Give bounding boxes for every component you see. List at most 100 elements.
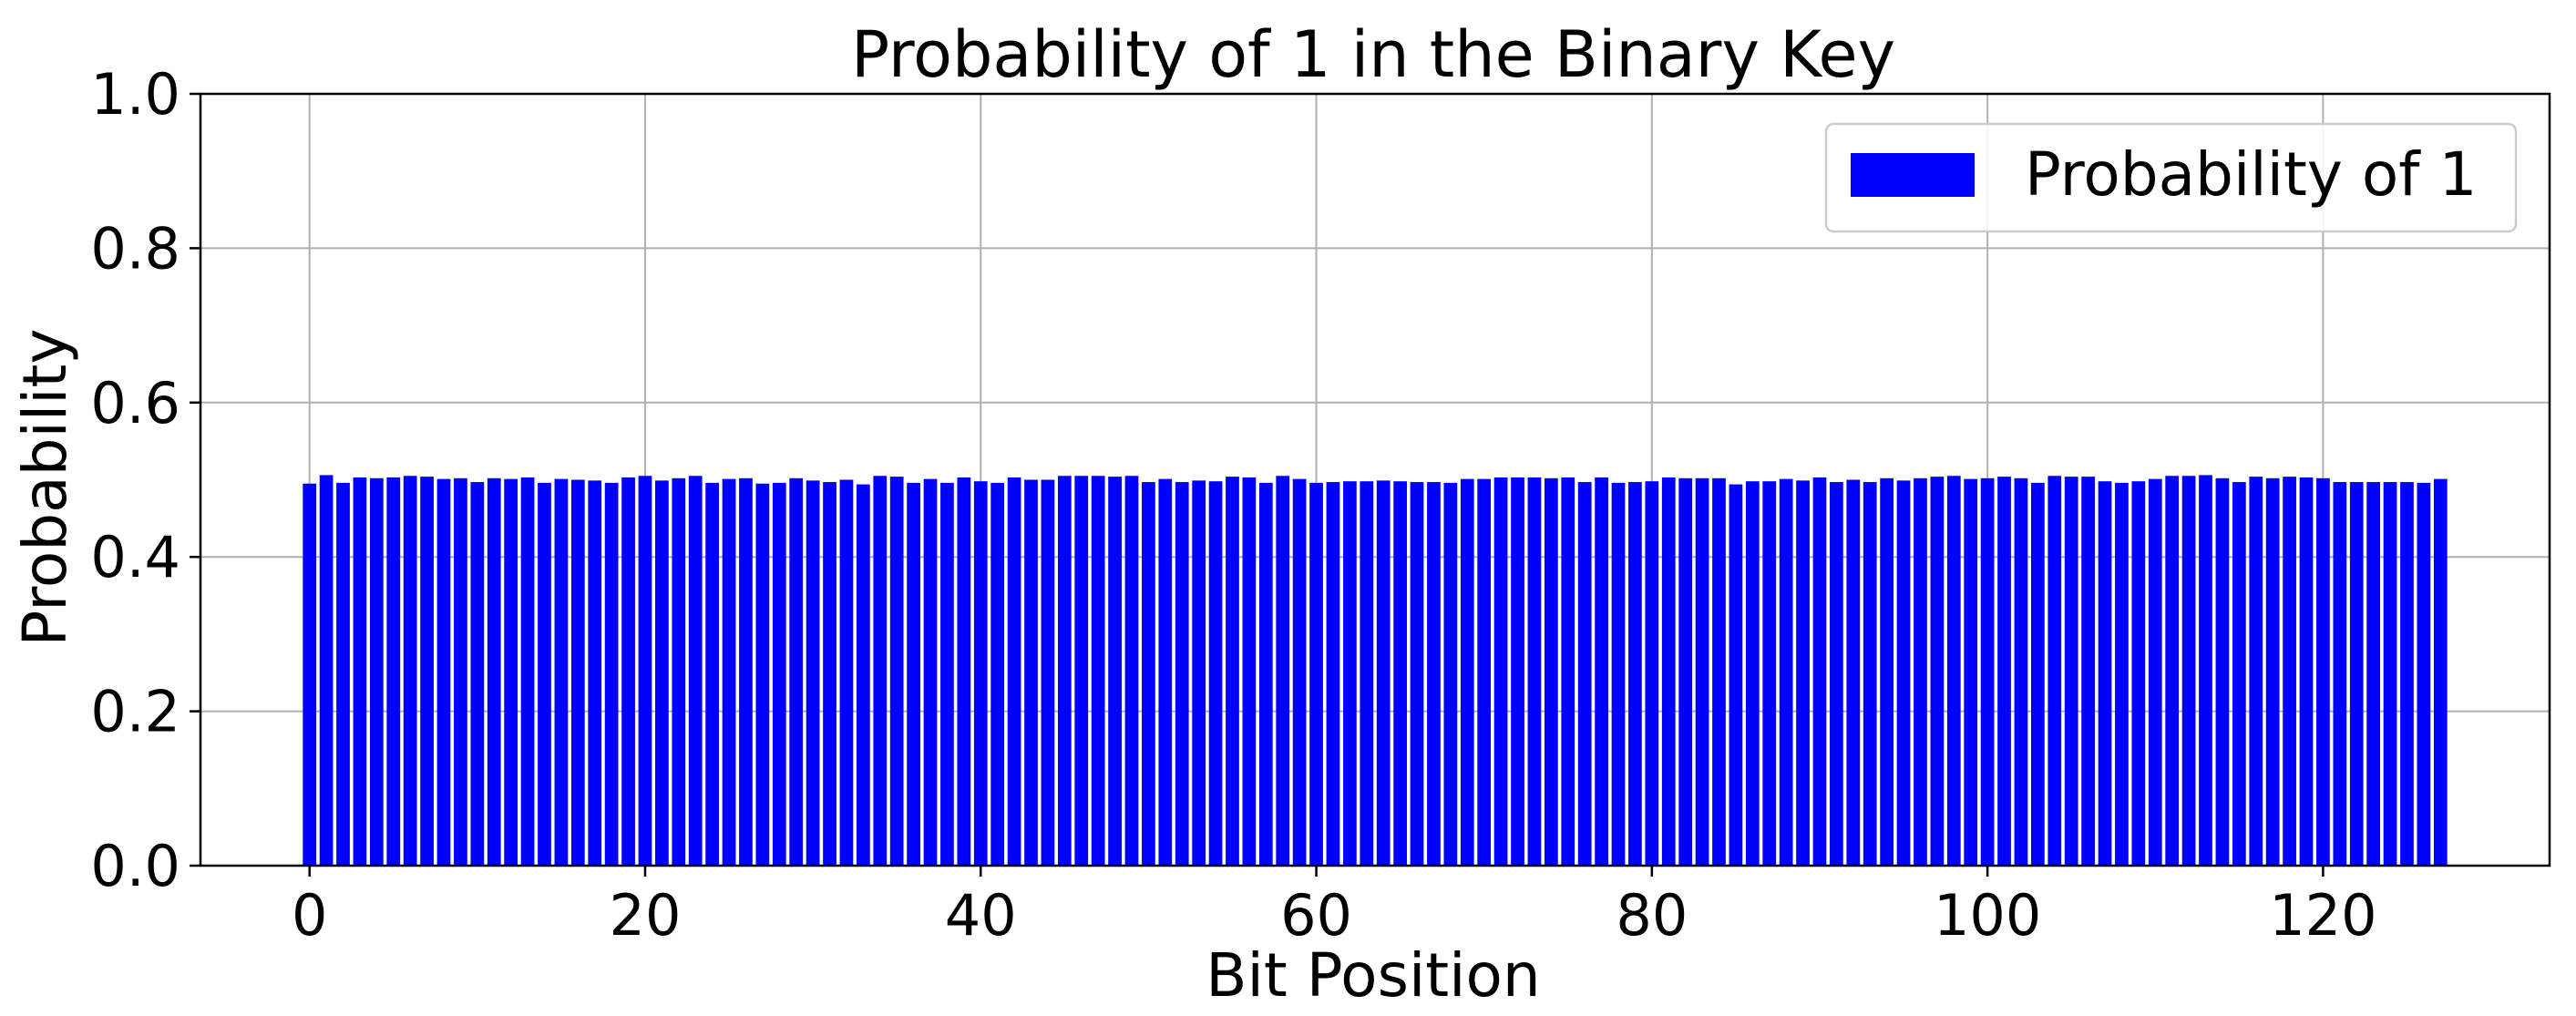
bar xyxy=(403,476,417,866)
x-axis-title: Bit Position xyxy=(1206,940,1540,1011)
bar xyxy=(1745,481,1760,866)
bar xyxy=(1074,476,1089,866)
legend-box xyxy=(1824,122,2518,233)
legend-swatch xyxy=(1851,153,1975,197)
bar xyxy=(520,477,535,866)
bar xyxy=(538,482,551,866)
bar xyxy=(2115,482,2129,866)
bar xyxy=(2199,475,2212,866)
bar xyxy=(1946,476,1961,866)
bar xyxy=(2433,478,2448,866)
bar xyxy=(2349,482,2364,866)
bar xyxy=(823,482,836,866)
y-tick-label: 0.4 xyxy=(90,524,180,590)
bar xyxy=(1914,477,1927,866)
bar xyxy=(739,477,753,866)
bar xyxy=(1544,477,1558,866)
bar xyxy=(1007,477,1021,866)
bar xyxy=(1511,477,1524,866)
bar xyxy=(889,477,904,866)
bar xyxy=(1779,478,1793,866)
bar xyxy=(789,477,804,866)
bar xyxy=(1057,476,1072,866)
bar xyxy=(2400,482,2414,866)
bar xyxy=(454,477,467,866)
bar xyxy=(2215,477,2230,866)
bar xyxy=(1812,477,1827,866)
x-tick-label: 60 xyxy=(1280,882,1352,949)
bar xyxy=(2064,477,2078,866)
bar xyxy=(2181,476,2196,866)
bar xyxy=(1258,482,1273,866)
y-tick-label: 1.0 xyxy=(90,61,180,128)
bar xyxy=(2283,477,2296,866)
bar xyxy=(957,477,971,866)
bar xyxy=(621,477,635,866)
bar xyxy=(1343,481,1357,866)
bar xyxy=(873,476,888,866)
bar xyxy=(470,482,485,866)
bar xyxy=(772,482,786,866)
bar xyxy=(1192,480,1206,866)
bar xyxy=(907,482,920,866)
bar xyxy=(2265,477,2280,866)
bar xyxy=(1930,477,1945,866)
bar xyxy=(336,482,350,866)
bar xyxy=(1376,480,1391,866)
bar xyxy=(1427,482,1441,866)
y-axis-ticks: 0.0 0.2 0.4 0.6 0.8 1.0 xyxy=(90,61,200,899)
bar xyxy=(990,482,1005,866)
y-tick-label: 0.0 xyxy=(90,833,180,899)
bar xyxy=(1226,477,1239,866)
bar xyxy=(2417,482,2431,866)
bar xyxy=(2030,482,2045,866)
bar xyxy=(604,482,619,866)
chart-title: Probability of 1 in the Binary Key xyxy=(851,17,1895,92)
bar xyxy=(1041,479,1055,866)
x-tick-label: 20 xyxy=(610,882,682,949)
bar xyxy=(1611,482,1626,866)
bar xyxy=(1595,477,1608,866)
bar xyxy=(1410,482,1424,866)
bar xyxy=(1276,476,1290,866)
bar xyxy=(1997,477,2011,866)
bar xyxy=(1360,481,1374,866)
bar xyxy=(504,478,518,866)
y-axis-title: Probability xyxy=(10,329,80,647)
bar xyxy=(2098,481,2112,866)
bar xyxy=(806,480,820,866)
bar xyxy=(2383,482,2397,866)
bar xyxy=(1762,481,1777,866)
bar xyxy=(436,478,451,866)
bar xyxy=(1326,482,1340,866)
bar xyxy=(940,482,954,866)
bar xyxy=(1980,477,1995,866)
bar xyxy=(1863,482,1877,866)
bar xyxy=(1477,478,1492,866)
bar xyxy=(570,479,585,866)
bar-series xyxy=(303,475,2448,866)
bar xyxy=(755,483,770,866)
bar xyxy=(487,477,501,866)
bar xyxy=(2131,481,2146,866)
bar xyxy=(1024,479,1038,866)
bar xyxy=(2333,482,2347,866)
bar xyxy=(1175,482,1189,866)
bar xyxy=(2148,478,2162,866)
bar xyxy=(303,483,317,866)
bar xyxy=(2047,476,2062,866)
bar xyxy=(1846,479,1861,866)
x-axis-ticks: 0 20 40 60 80 100 120 xyxy=(292,866,2377,949)
bar xyxy=(672,477,686,866)
bar xyxy=(1712,477,1726,866)
bar xyxy=(1628,482,1642,866)
bar xyxy=(1142,482,1155,866)
bar xyxy=(1493,477,1508,866)
bar xyxy=(688,476,703,866)
bar xyxy=(1242,477,1257,866)
bar xyxy=(2232,482,2246,866)
bar xyxy=(2249,477,2263,866)
x-tick-label: 80 xyxy=(1616,882,1688,949)
bar xyxy=(705,482,720,866)
